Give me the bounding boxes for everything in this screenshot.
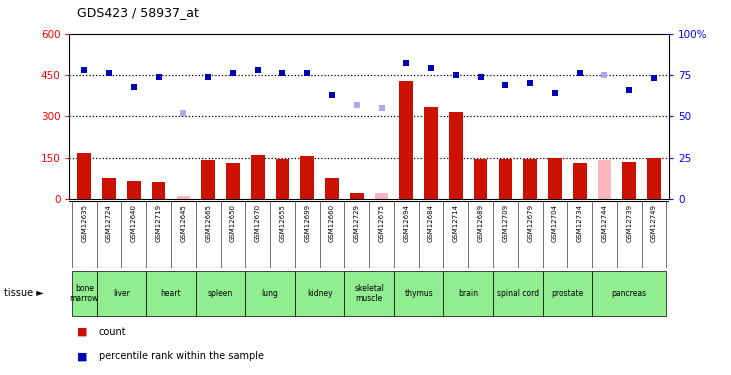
Bar (276, 159, 289, 199)
Bar (449, 112, 463, 199)
Bar (548, 158, 561, 199)
Text: GSM12724: GSM12724 (106, 204, 112, 242)
Bar (295, 271, 344, 316)
Text: GSM12675: GSM12675 (379, 204, 385, 242)
Bar (127, 181, 140, 199)
Bar (177, 196, 190, 199)
Text: GSM12749: GSM12749 (651, 204, 657, 242)
Text: percentile rank within the sample: percentile rank within the sample (99, 351, 264, 361)
Bar (474, 159, 488, 199)
Bar (375, 193, 388, 199)
Text: GSM12694: GSM12694 (404, 204, 409, 242)
Bar (246, 271, 295, 316)
Text: brain: brain (458, 289, 478, 298)
Text: heart: heart (161, 289, 181, 298)
Text: GSM12640: GSM12640 (131, 204, 137, 242)
Bar (598, 160, 611, 199)
Text: GSM12714: GSM12714 (452, 204, 459, 242)
Bar (444, 271, 493, 316)
Bar (350, 193, 363, 199)
Bar (542, 271, 592, 316)
Text: GSM12734: GSM12734 (577, 204, 583, 242)
Text: GSM12670: GSM12670 (254, 204, 261, 242)
Bar (493, 271, 542, 316)
Bar (394, 271, 444, 316)
Text: GSM12650: GSM12650 (230, 204, 236, 242)
Bar (72, 271, 96, 316)
Text: GSM12709: GSM12709 (502, 204, 508, 242)
Bar (201, 160, 215, 199)
Bar (196, 271, 246, 316)
Text: spinal cord: spinal cord (496, 289, 539, 298)
Text: GSM12729: GSM12729 (354, 204, 360, 242)
Bar (499, 159, 512, 199)
Bar (146, 271, 196, 316)
Text: GSM12660: GSM12660 (329, 204, 335, 242)
Text: GSM12739: GSM12739 (626, 204, 632, 242)
Text: prostate: prostate (551, 289, 583, 298)
Bar (226, 163, 240, 199)
Text: GSM12665: GSM12665 (205, 204, 211, 242)
Bar (523, 159, 537, 199)
Text: GDS423 / 58937_at: GDS423 / 58937_at (77, 6, 199, 19)
Text: ■: ■ (77, 327, 87, 337)
Bar (325, 178, 338, 199)
Text: GSM12699: GSM12699 (304, 204, 310, 242)
Text: GSM12689: GSM12689 (477, 204, 484, 242)
Text: thymus: thymus (404, 289, 433, 298)
Text: skeletal
muscle: skeletal muscle (355, 284, 384, 303)
Text: bone
marrow: bone marrow (69, 284, 99, 303)
Bar (622, 162, 636, 199)
Text: GSM12719: GSM12719 (156, 204, 162, 242)
Text: ■: ■ (77, 351, 87, 361)
Bar (77, 153, 91, 199)
Bar (300, 156, 314, 199)
Text: GSM12679: GSM12679 (527, 204, 533, 242)
Text: kidney: kidney (307, 289, 333, 298)
Text: lung: lung (262, 289, 279, 298)
Bar (592, 271, 667, 316)
Text: tissue ►: tissue ► (4, 288, 43, 298)
Text: GSM12635: GSM12635 (81, 204, 87, 242)
Text: liver: liver (113, 289, 130, 298)
Bar (424, 106, 438, 199)
Text: count: count (99, 327, 126, 337)
Bar (573, 163, 586, 199)
Text: GSM12645: GSM12645 (181, 204, 186, 242)
Bar (344, 271, 394, 316)
Text: spleen: spleen (208, 289, 233, 298)
Text: GSM12704: GSM12704 (552, 204, 558, 242)
Bar (102, 178, 116, 199)
Bar (647, 158, 661, 199)
Bar (152, 182, 165, 199)
Text: pancreas: pancreas (612, 289, 647, 298)
Bar (251, 155, 265, 199)
Bar (400, 81, 413, 199)
Text: GSM12744: GSM12744 (602, 204, 607, 242)
Text: GSM12684: GSM12684 (428, 204, 434, 242)
Text: GSM12655: GSM12655 (279, 204, 286, 242)
Bar (96, 271, 146, 316)
